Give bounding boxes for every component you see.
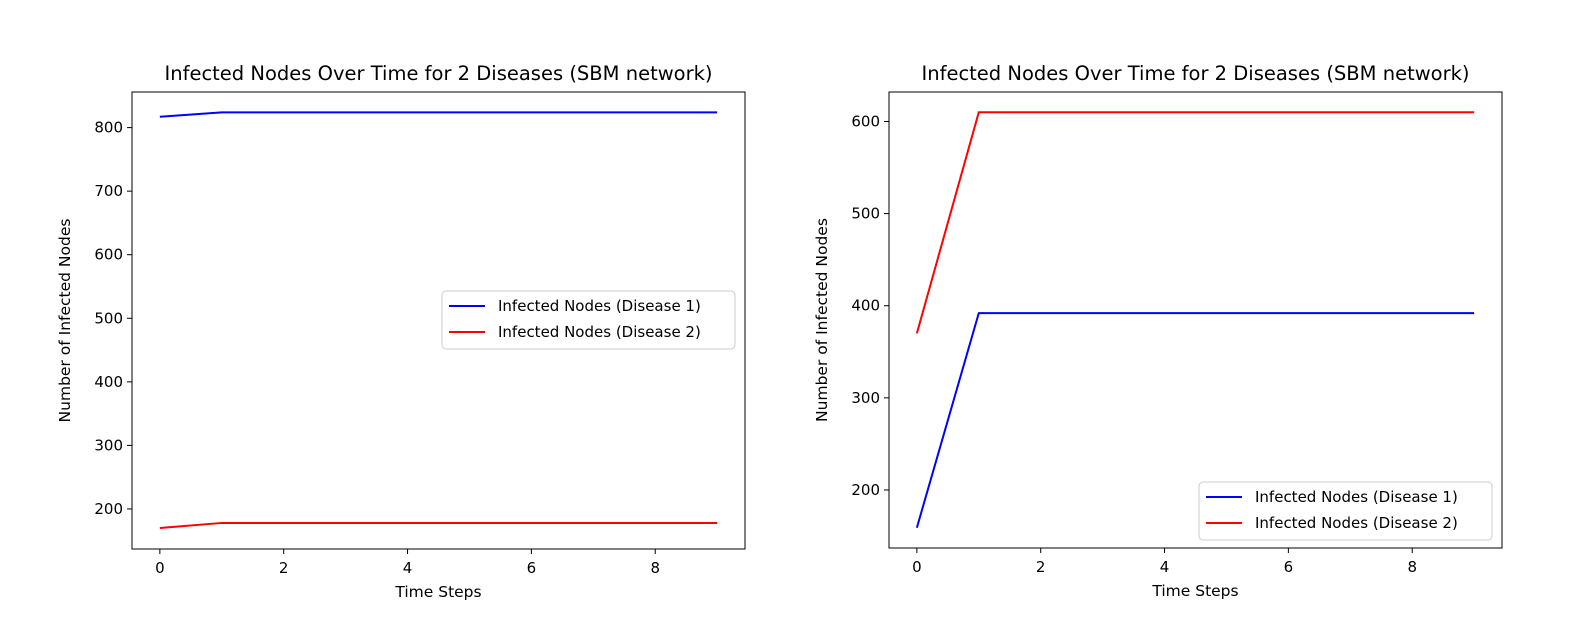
series-line-disease-2 xyxy=(159,521,718,530)
y-tick-label: 700 xyxy=(94,182,123,200)
y-tick-label: 400 xyxy=(94,373,123,391)
x-tick-label: 0 xyxy=(155,559,165,577)
y-tick-label: 600 xyxy=(94,246,123,264)
legend-box xyxy=(441,290,736,350)
x-tick-label: 8 xyxy=(650,559,660,577)
x-tick-label: 6 xyxy=(527,559,537,577)
y-axis-label: Number of Infected Nodes xyxy=(56,219,74,423)
x-axis-label: Time Steps xyxy=(1151,582,1238,600)
y-tick-label: 500 xyxy=(94,309,123,327)
series-line-disease-1 xyxy=(915,312,1475,529)
legend-label-disease-1: Infected Nodes (Disease 1) xyxy=(1255,488,1458,506)
chart-1: Infected Nodes Over Time for 2 Diseases … xyxy=(56,62,746,601)
x-tick-label: 2 xyxy=(279,559,289,577)
x-tick-label: 0 xyxy=(912,558,922,576)
chart-title: Infected Nodes Over Time for 2 Diseases … xyxy=(921,62,1469,85)
x-tick-label: 8 xyxy=(1407,558,1417,576)
y-tick-label: 500 xyxy=(851,205,880,223)
legend: Infected Nodes (Disease 1) Infected Nodes… xyxy=(1198,481,1493,541)
legend-box xyxy=(1198,481,1493,541)
x-tick-label: 4 xyxy=(403,559,413,577)
chart-2: Infected Nodes Over Time for 2 Diseases … xyxy=(813,62,1503,600)
plot-frame xyxy=(888,91,1503,549)
plot-frame xyxy=(131,91,746,550)
x-tick-label: 2 xyxy=(1036,558,1046,576)
legend-label-disease-1: Infected Nodes (Disease 1) xyxy=(498,297,701,315)
x-tick-label: 6 xyxy=(1284,558,1294,576)
chart-title: Infected Nodes Over Time for 2 Diseases … xyxy=(164,62,712,85)
legend-label-disease-2: Infected Nodes (Disease 2) xyxy=(1255,514,1458,532)
y-tick-label: 200 xyxy=(851,481,880,499)
series-line-disease-2 xyxy=(915,111,1475,334)
y-tick-label: 600 xyxy=(851,112,880,130)
y-axis-label: Number of Infected Nodes xyxy=(813,218,831,422)
y-tick-label: 800 xyxy=(94,119,123,137)
y-tick-label: 400 xyxy=(851,297,880,315)
series-line-disease-1 xyxy=(159,111,718,118)
y-tick-label: 300 xyxy=(94,436,123,454)
y-tick-label: 200 xyxy=(94,500,123,518)
x-axis-label: Time Steps xyxy=(394,583,481,601)
y-tick-label: 300 xyxy=(851,389,880,407)
legend: Infected Nodes (Disease 1) Infected Nodes… xyxy=(441,290,736,350)
legend-label-disease-2: Infected Nodes (Disease 2) xyxy=(498,323,701,341)
x-tick-label: 4 xyxy=(1160,558,1170,576)
